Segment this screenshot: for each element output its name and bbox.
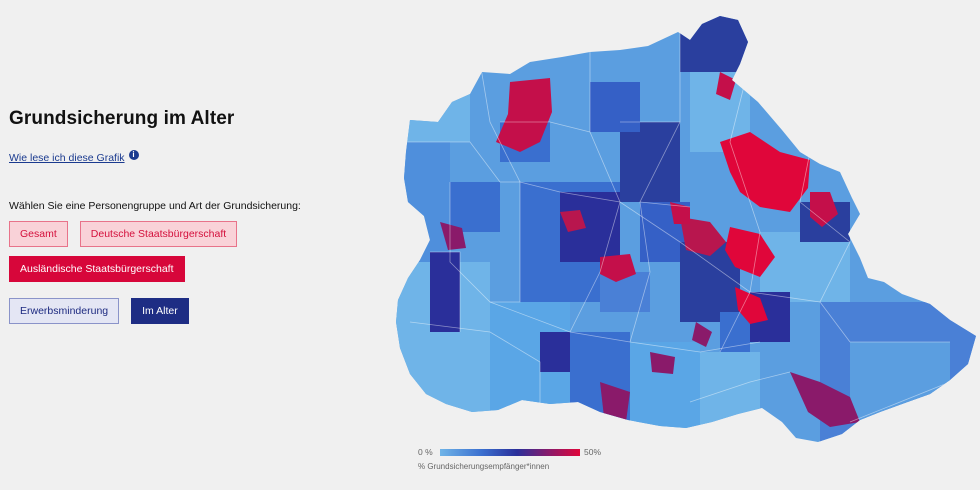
deutsche-staatsbuergerschaft-button[interactable]: Deutsche Staatsbürgerschaft bbox=[79, 221, 238, 247]
legend-max-label: 50% bbox=[584, 447, 602, 457]
berlin-choropleth-map[interactable] bbox=[390, 2, 980, 447]
help-link-label: Wie lese ich diese Grafik bbox=[9, 152, 125, 164]
legend-min-label: 0 % bbox=[418, 447, 433, 457]
help-link[interactable]: Wie lese ich diese Grafik i bbox=[9, 150, 139, 164]
legend-caption: % Grundsicherungsempfänger*innen bbox=[418, 462, 550, 471]
legend-gradient-bar bbox=[440, 449, 580, 456]
im-alter-button[interactable]: Im Alter bbox=[131, 298, 189, 324]
erwerbsminderung-button[interactable]: Erwerbsminderung bbox=[9, 298, 120, 324]
auslaendische-staatsbuergerschaft-button[interactable]: Ausländische Staatsbürgerschaft bbox=[9, 256, 185, 282]
gesamt-button[interactable]: Gesamt bbox=[9, 221, 68, 247]
control-panel: Grundsicherung im Alter Wie lese ich die… bbox=[9, 108, 339, 324]
map-regions bbox=[396, 16, 976, 442]
page-title: Grundsicherung im Alter bbox=[9, 108, 235, 129]
info-icon: i bbox=[128, 150, 139, 160]
selection-prompt: Wählen Sie eine Personengruppe und Art d… bbox=[9, 200, 301, 212]
